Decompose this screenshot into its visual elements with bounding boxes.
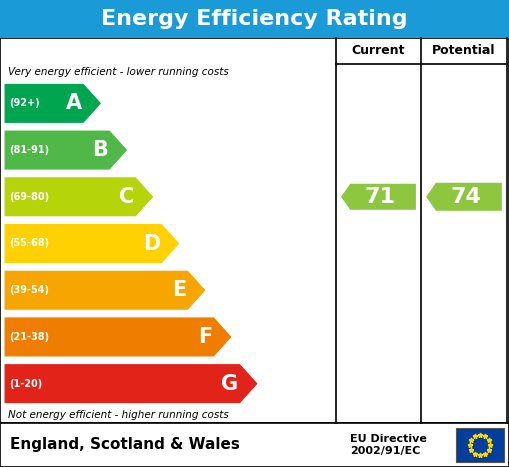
Polygon shape (341, 184, 416, 210)
Text: G: G (221, 374, 238, 394)
Polygon shape (4, 177, 154, 217)
Text: (55-68): (55-68) (9, 239, 49, 248)
Text: E: E (172, 280, 186, 300)
Polygon shape (4, 317, 232, 357)
Text: Not energy efficient - higher running costs: Not energy efficient - higher running co… (8, 410, 229, 420)
Text: 74: 74 (450, 187, 482, 207)
Text: F: F (198, 327, 212, 347)
Text: EU Directive: EU Directive (350, 434, 427, 444)
Text: Current: Current (352, 44, 405, 57)
Bar (0, 38, 509, 423)
Bar (0, 423, 509, 467)
Text: Energy Efficiency Rating: Energy Efficiency Rating (101, 9, 408, 29)
Polygon shape (426, 183, 502, 211)
Polygon shape (4, 270, 206, 310)
Polygon shape (4, 130, 128, 170)
Polygon shape (4, 363, 258, 404)
Text: (1-20): (1-20) (9, 379, 42, 389)
Text: (21-38): (21-38) (9, 332, 49, 342)
Text: C: C (119, 187, 134, 207)
Text: A: A (66, 93, 82, 113)
Text: (39-54): (39-54) (9, 285, 49, 295)
Text: (81-91): (81-91) (9, 145, 49, 155)
Bar (456, 428, 504, 462)
Text: D: D (143, 234, 160, 254)
Text: B: B (92, 140, 108, 160)
Text: Potential: Potential (432, 44, 496, 57)
Text: England, Scotland & Wales: England, Scotland & Wales (10, 438, 240, 453)
Text: (69-80): (69-80) (9, 192, 49, 202)
Bar (0, 0, 509, 38)
Text: Very energy efficient - lower running costs: Very energy efficient - lower running co… (8, 67, 229, 77)
Text: (92+): (92+) (9, 99, 40, 108)
Polygon shape (4, 83, 102, 123)
Text: 2002/91/EC: 2002/91/EC (350, 446, 420, 456)
Text: 71: 71 (365, 187, 396, 207)
Polygon shape (4, 223, 180, 263)
